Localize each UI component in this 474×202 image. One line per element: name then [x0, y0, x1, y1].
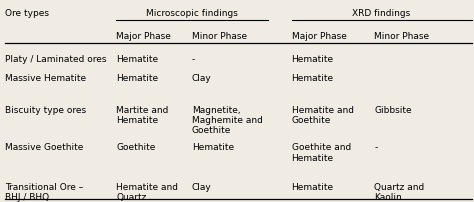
Text: Major Phase: Major Phase [292, 32, 346, 41]
Text: Hematite and
Quartz: Hematite and Quartz [116, 182, 178, 201]
Text: Gibbsite: Gibbsite [374, 105, 412, 114]
Text: Clay: Clay [192, 74, 212, 83]
Text: Hematite: Hematite [116, 74, 158, 83]
Text: Hematite and
Goethite: Hematite and Goethite [292, 105, 354, 124]
Text: Biscuity type ores: Biscuity type ores [5, 105, 86, 114]
Text: Massive Hematite: Massive Hematite [5, 74, 86, 83]
Text: Ore types: Ore types [5, 9, 49, 18]
Text: Massive Goethite: Massive Goethite [5, 142, 83, 151]
Text: Platy / Laminated ores: Platy / Laminated ores [5, 55, 106, 63]
Text: Martite and
Hematite: Martite and Hematite [116, 105, 168, 124]
Text: Hematite: Hematite [292, 74, 334, 83]
Text: Minor Phase: Minor Phase [192, 32, 247, 41]
Text: Microscopic findings: Microscopic findings [146, 9, 238, 18]
Text: Transitional Ore –
BHJ / BHQ: Transitional Ore – BHJ / BHQ [5, 182, 83, 201]
Text: Major Phase: Major Phase [116, 32, 171, 41]
Text: Hematite: Hematite [192, 142, 234, 151]
Text: Hematite: Hematite [292, 182, 334, 191]
Text: Hematite: Hematite [116, 55, 158, 63]
Text: Quartz and
Kaolin: Quartz and Kaolin [374, 182, 425, 201]
Text: Clay: Clay [192, 182, 212, 191]
Text: Goethite and
Hematite: Goethite and Hematite [292, 142, 351, 162]
Text: Magnetite,
Maghemite and
Goethite: Magnetite, Maghemite and Goethite [192, 105, 263, 135]
Text: -: - [374, 142, 378, 151]
Text: Goethite: Goethite [116, 142, 155, 151]
Text: XRD findings: XRD findings [353, 9, 410, 18]
Text: Hematite: Hematite [292, 55, 334, 63]
Text: Minor Phase: Minor Phase [374, 32, 429, 41]
Text: -: - [192, 55, 195, 63]
